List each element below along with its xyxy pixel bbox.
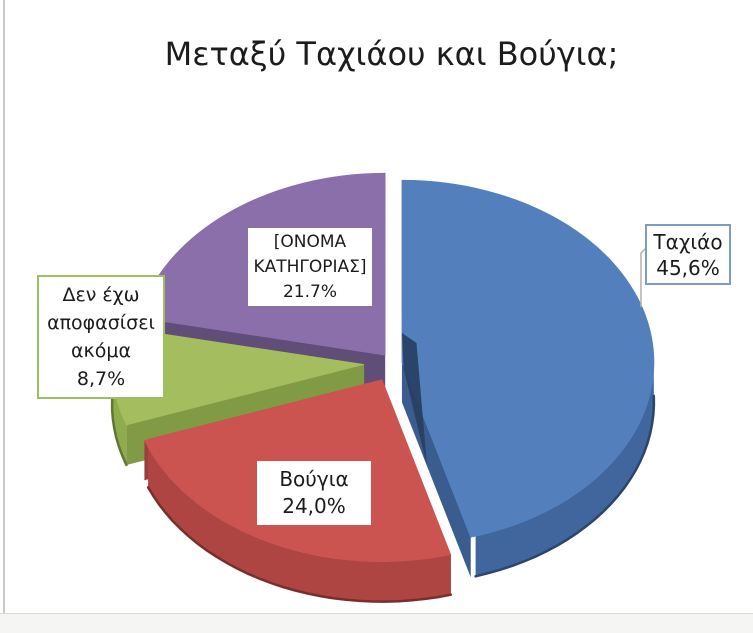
data-label-percent: 21.7%: [282, 281, 337, 302]
page-edge-line: [3, 0, 5, 613]
data-label-category-name: [ΟΝΟΜΑ ΚΑΤΗΓΟΡΙΑΣ] 21.7%: [248, 228, 372, 306]
data-label-percent: 45,6%: [656, 255, 720, 280]
data-label-category: [ΟΝΟΜΑ: [273, 231, 347, 252]
data-label-category: Δεν έχω: [62, 284, 140, 306]
data-label-percent: 8,7%: [76, 368, 126, 390]
data-label-category: Βούγια: [279, 467, 349, 491]
pie-slice-tachiao: [401, 179, 655, 538]
data-label-undecided: Δεν έχω αποφασίσει ακόμα 8,7%: [37, 275, 165, 399]
leader-line-tachiao: [640, 247, 647, 307]
pie-wall-edge-undecided: [110, 398, 128, 467]
data-label-category: ΚΑΤΗΓΟΡΙΑΣ]: [253, 256, 367, 277]
data-label-category: Ταχιάο: [653, 229, 723, 254]
pie-wall-edge-vougia: [146, 486, 453, 603]
pie-wall-edge-tachiao: [474, 394, 656, 578]
data-label-vougia: Βούγια 24,0%: [257, 461, 371, 525]
pie-wall-undecided: [112, 359, 127, 465]
page-footer-strip: [0, 613, 753, 633]
chart-title: Μεταξύ Ταχιάου και Βούγια;: [164, 35, 619, 74]
data-label-category: αποφασίσει: [47, 312, 155, 334]
data-label-percent: 24,0%: [282, 494, 346, 518]
pie-wall-tachiao: [475, 355, 654, 577]
data-label-category: ακόμα: [71, 340, 131, 362]
pie-wall-vougia: [148, 447, 451, 602]
pie-wall-shadow-tachiao: [402, 333, 427, 466]
data-label-tachiao: Ταχιάο 45,6%: [645, 224, 731, 285]
